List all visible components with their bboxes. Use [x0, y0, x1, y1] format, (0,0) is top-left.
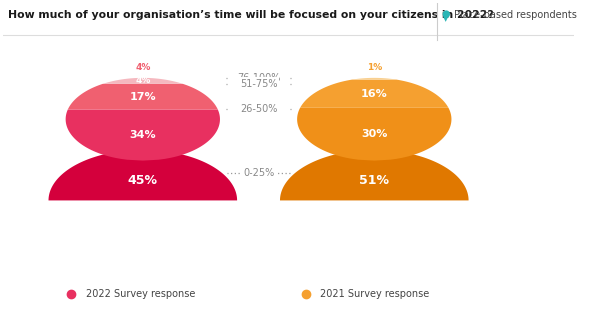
Polygon shape [68, 84, 218, 110]
Text: 4%: 4% [135, 63, 150, 72]
Text: 4%: 4% [135, 76, 150, 85]
Text: 51-75%: 51-75% [240, 79, 278, 89]
Text: How much of your organisation’s time will be focused on your citizens in 2022?: How much of your organisation’s time wil… [8, 10, 494, 21]
Text: 51%: 51% [359, 174, 389, 187]
Text: ●: ● [441, 8, 450, 18]
Text: 2021 Survey response: 2021 Survey response [320, 289, 429, 299]
Text: 34%: 34% [129, 130, 156, 140]
Polygon shape [49, 150, 237, 200]
Text: 17%: 17% [129, 92, 156, 102]
Text: 1%: 1% [367, 63, 382, 72]
Polygon shape [280, 150, 468, 200]
Text: 76-100%: 76-100% [237, 73, 281, 83]
Text: 45%: 45% [128, 174, 158, 187]
Text: 16%: 16% [361, 89, 388, 99]
Text: ▼: ▼ [443, 17, 448, 22]
Text: 0-25%: 0-25% [243, 168, 274, 178]
Text: 26-50%: 26-50% [240, 105, 278, 115]
Text: Place-based respondents: Place-based respondents [455, 10, 577, 20]
Text: 2022 Survey response: 2022 Survey response [85, 289, 195, 299]
Polygon shape [297, 108, 452, 161]
Polygon shape [352, 78, 397, 80]
Text: 30%: 30% [361, 129, 388, 139]
Polygon shape [66, 110, 220, 161]
Polygon shape [103, 78, 183, 84]
Polygon shape [300, 80, 448, 108]
